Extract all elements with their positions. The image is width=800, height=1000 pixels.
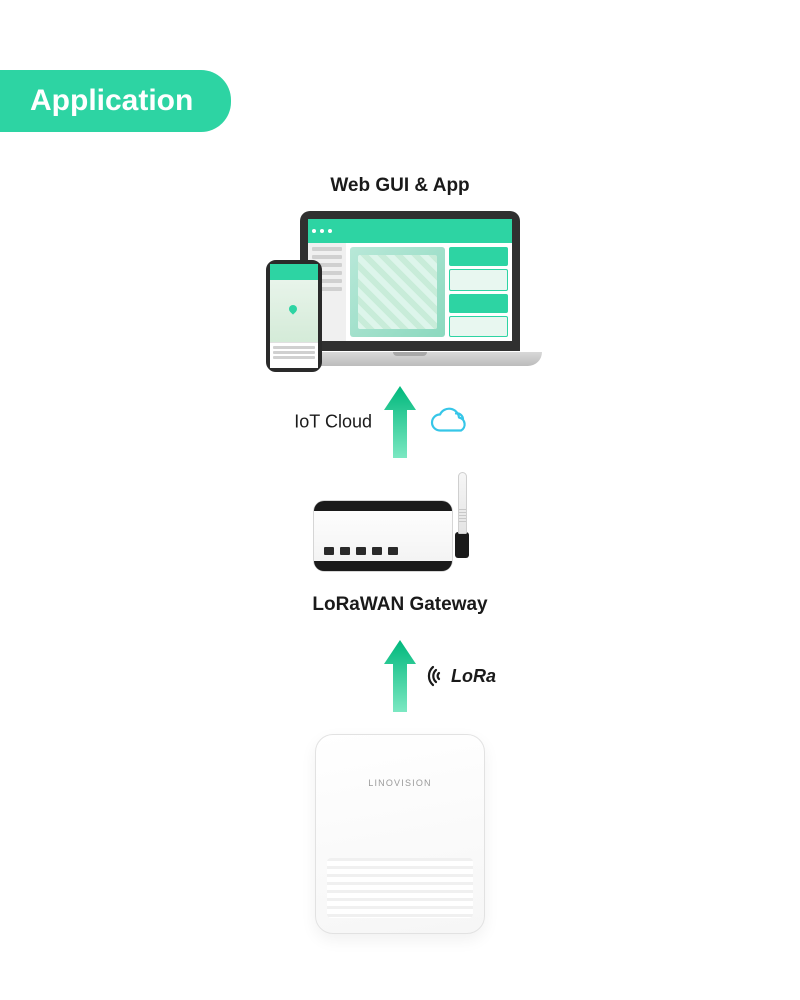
phone-icon [266,260,322,372]
cloud-icon [426,405,468,440]
laptop-icon [300,211,520,351]
lora-text: LoRa [451,666,496,687]
lorawan-gateway-device [295,472,505,572]
top-label: Web GUI & App [330,175,469,197]
lora-icon: LoRa [426,663,496,689]
sensor-device: LINOVISION [315,734,485,934]
badge-text: Application [30,84,193,117]
web-gui-devices [260,211,540,376]
up-arrow-icon [382,386,418,458]
section-badge: Application [0,70,231,132]
diagram-stack: Web GUI & App [0,175,800,934]
up-arrow-icon [382,640,418,712]
gateway-label: LoRaWAN Gateway [312,594,487,616]
arrow-lora: LoRa [270,640,530,712]
arrow-iot-cloud: IoT Cloud [270,386,530,458]
iot-cloud-label: IoT Cloud [294,412,372,433]
sensor-brand: LINOVISION [315,778,485,788]
antenna-icon [458,472,467,534]
